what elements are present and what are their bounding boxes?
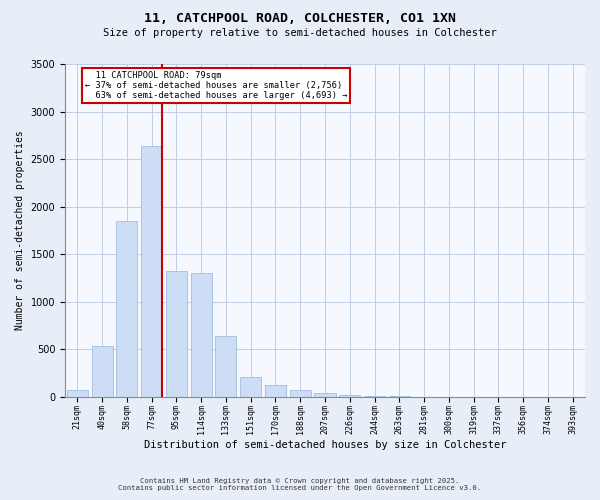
Bar	[265, 386, 286, 397]
X-axis label: Distribution of semi-detached houses by size in Colchester: Distribution of semi-detached houses by …	[144, 440, 506, 450]
Text: 11 CATCHPOOL ROAD: 79sqm
← 37% of semi-detached houses are smaller (2,756)
  63%: 11 CATCHPOOL ROAD: 79sqm ← 37% of semi-d…	[85, 70, 347, 101]
Bar	[339, 395, 360, 397]
Bar	[67, 390, 88, 397]
Bar	[215, 336, 236, 397]
Bar	[191, 273, 212, 397]
Text: 11, CATCHPOOL ROAD, COLCHESTER, CO1 1XN: 11, CATCHPOOL ROAD, COLCHESTER, CO1 1XN	[144, 12, 456, 26]
Y-axis label: Number of semi-detached properties: Number of semi-detached properties	[15, 130, 25, 330]
Bar	[116, 221, 137, 397]
Bar	[290, 390, 311, 397]
Bar	[240, 377, 261, 397]
Bar	[364, 396, 385, 397]
Bar	[314, 393, 335, 397]
Bar	[166, 272, 187, 397]
Text: Size of property relative to semi-detached houses in Colchester: Size of property relative to semi-detach…	[103, 28, 497, 38]
Text: Contains HM Land Registry data © Crown copyright and database right 2025.
Contai: Contains HM Land Registry data © Crown c…	[118, 478, 482, 491]
Bar	[141, 146, 162, 397]
Bar	[92, 346, 113, 397]
